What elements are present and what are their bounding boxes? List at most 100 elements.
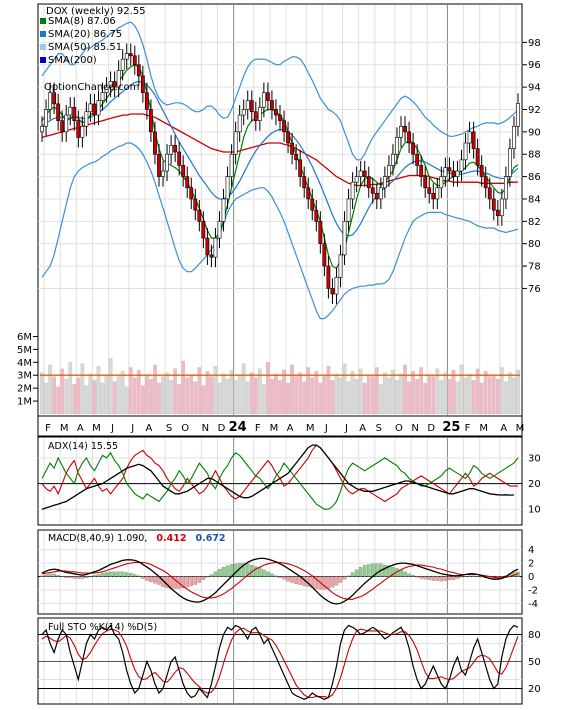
- volume-bar: [451, 369, 456, 415]
- volume-bar: [483, 371, 488, 415]
- candle-up: [237, 114, 242, 133]
- x-axis-label: F: [255, 423, 261, 434]
- volume-bar: [64, 378, 69, 415]
- macd-hist-bar: [80, 576, 85, 579]
- candle-up: [80, 125, 85, 138]
- candle-down: [487, 187, 492, 200]
- x-axis-label: A: [287, 423, 294, 434]
- volume-bar: [80, 363, 85, 415]
- candle-up: [455, 170, 460, 177]
- candle-down: [294, 153, 299, 161]
- macd-hist-bar: [108, 571, 113, 577]
- candle-up: [225, 176, 230, 200]
- macd-hist-bar: [314, 576, 319, 589]
- volume-bar: [229, 369, 234, 415]
- x-axis-label: S: [166, 423, 172, 434]
- candle-down: [201, 221, 206, 239]
- x-axis-label: F: [45, 423, 51, 434]
- candle-down: [157, 153, 161, 177]
- candle-down: [491, 198, 496, 211]
- x-axis-label: M: [516, 423, 525, 434]
- candle-up: [84, 111, 89, 127]
- candle-down: [92, 103, 97, 116]
- macd-hist-bar: [278, 576, 282, 578]
- macd-hist-bar: [84, 576, 89, 578]
- volume-bar: [217, 382, 222, 415]
- macd-hist-bar: [185, 576, 189, 588]
- volume-bar: [112, 381, 117, 415]
- candle-up: [88, 103, 93, 113]
- macd-hist-bar: [221, 566, 226, 577]
- volume-bar: [467, 373, 472, 415]
- volume-bar: [262, 384, 266, 415]
- candle-up: [399, 125, 403, 138]
- macd-hist-bar: [149, 576, 153, 583]
- x-axis-label: O: [181, 423, 189, 434]
- adx-panel: 10 20 30 ADX(14) 15.55: [37, 436, 541, 526]
- volume-bar: [318, 382, 323, 415]
- volume-bar: [314, 371, 319, 415]
- candle-up: [257, 106, 262, 121]
- macd-hist-bar: [459, 576, 464, 578]
- volume-bar: [56, 386, 61, 415]
- macd-hist-bar: [116, 571, 121, 577]
- candle-up: [334, 276, 339, 295]
- candle-down: [298, 159, 303, 177]
- candle-down: [471, 131, 476, 149]
- volume-bar: [124, 386, 129, 415]
- macd-hist-bar: [282, 576, 286, 580]
- macd-hist-bar: [383, 564, 387, 577]
- volume-bar: [153, 364, 157, 415]
- volume-bar: [189, 375, 194, 415]
- candle-down: [310, 198, 315, 211]
- price-tick-label: 84: [528, 194, 541, 205]
- candle-up: [358, 170, 363, 177]
- candle-down: [290, 142, 295, 155]
- volume-bar: [116, 376, 121, 415]
- volume-bar: [407, 381, 411, 415]
- macd-hist-bar: [44, 574, 48, 577]
- candle-down: [149, 109, 153, 133]
- macd-hist-bar: [290, 576, 294, 583]
- price-title: DOX (weekly) 92.55: [46, 6, 146, 17]
- volume-tick-label: 5M: [17, 345, 32, 356]
- legend-label: SMA(200): [48, 55, 97, 66]
- macd-hist-bar: [193, 576, 198, 585]
- x-axis: F M A M J J A S O N D 24 F M A M J J A S O N D 25 F M A M: [37, 415, 525, 437]
- candle-up: [508, 148, 512, 177]
- candle-down: [185, 176, 190, 189]
- price-tick-label: 82: [528, 217, 541, 228]
- candle-down: [282, 120, 286, 133]
- volume-tick-label: 1M: [17, 397, 32, 408]
- candle-down: [483, 176, 488, 189]
- macd-hist-bar: [403, 571, 407, 577]
- volume-bar: [479, 382, 484, 415]
- price-panel-frame: [37, 3, 523, 417]
- candle-up: [395, 137, 399, 155]
- candle-up: [512, 125, 516, 149]
- volume-bar: [403, 364, 407, 415]
- volume-bar: [491, 375, 496, 415]
- macd-hist-bar: [76, 576, 81, 579]
- macd-hist-bar: [217, 568, 222, 577]
- volume-bar: [443, 372, 448, 415]
- volume-bar: [411, 371, 415, 415]
- macd-hist-bar: [435, 576, 440, 581]
- candle-down: [415, 153, 420, 166]
- macd-signal-value: 0.412: [156, 533, 186, 544]
- candle-down: [403, 125, 407, 133]
- legend-label: SMA(8) 87.06: [48, 16, 116, 27]
- candle-down: [495, 209, 500, 217]
- volume-y-ticks: 1M 2M 3M 4M 5M 6M: [17, 332, 38, 408]
- macd-hist-bar: [72, 576, 77, 579]
- volume-bar: [338, 377, 343, 415]
- macd-hist-bar: [358, 566, 363, 577]
- volume-bar: [495, 378, 500, 415]
- volume-bar: [354, 378, 359, 415]
- candle-down: [144, 92, 149, 110]
- volume-bar: [278, 380, 282, 415]
- volume-bar: [346, 381, 351, 415]
- price-panel: 76 78 80 82 84 86 88 90 92 94 96 98 1M 2M 3M 4M 5M 6M DO…: [17, 3, 541, 417]
- candle-down: [306, 187, 311, 200]
- candle-down: [177, 151, 182, 166]
